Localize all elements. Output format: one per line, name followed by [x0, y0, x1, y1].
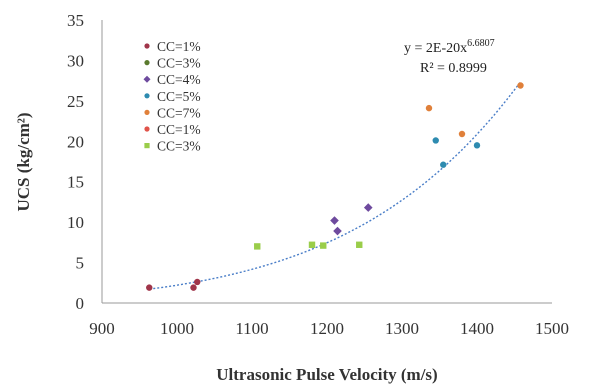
y-tick-label: 10 [67, 213, 84, 232]
x-axis-title: Ultrasonic Pulse Velocity (m/s) [216, 365, 437, 384]
y-tick-label: 25 [67, 92, 84, 111]
data-point [440, 161, 447, 168]
data-point [320, 242, 327, 249]
data-point [458, 130, 466, 138]
x-tick-label: 1500 [535, 319, 569, 338]
legend-label: CC=1% [157, 122, 201, 137]
data-point [432, 137, 439, 144]
data-points [146, 82, 524, 291]
y-tick-label: 15 [67, 173, 84, 192]
y-axis-title: UCS (kg/cm²) [14, 112, 33, 211]
data-point [425, 104, 433, 112]
x-tick-label: 1300 [385, 319, 419, 338]
legend-marker [144, 109, 150, 115]
data-point [473, 142, 481, 149]
equation-text: y = 2E-20x [404, 41, 467, 56]
data-point [356, 241, 363, 248]
x-tick-label: 1100 [235, 319, 268, 338]
data-point [190, 284, 197, 291]
legend-marker [144, 143, 150, 149]
y-tick-label: 5 [76, 254, 85, 273]
data-point [254, 243, 261, 250]
x-tick-label: 1200 [310, 319, 344, 338]
legend-marker [144, 60, 150, 66]
y-tick-label: 30 [67, 51, 84, 70]
equation-exponent: 6.6807 [467, 38, 495, 49]
legend-label: CC=1% [157, 39, 201, 54]
data-point [333, 226, 342, 236]
legend: CC=1%CC=3%CC=4%CC=5%CC=7%CC=1%CC=3% [143, 39, 201, 154]
y-tick-label: 0 [76, 294, 85, 313]
y-tick-labels: 0 5 10 15 20 25 30 35 [67, 11, 84, 313]
plot-area [101, 20, 552, 304]
legend-label: CC=4% [157, 72, 201, 87]
y-tick-label: 20 [67, 132, 84, 151]
data-point [363, 203, 373, 212]
trendline [149, 81, 522, 290]
legend-marker [144, 93, 150, 99]
legend-marker [143, 75, 151, 83]
x-tick-labels: 900 1000 1100 1200 1300 1400 1500 [89, 319, 569, 338]
legend-label: CC=3% [157, 139, 201, 154]
x-tick-label: 1000 [160, 319, 194, 338]
data-point [330, 216, 339, 225]
legend-label: CC=5% [157, 89, 201, 104]
data-point [308, 241, 316, 248]
data-point [517, 82, 524, 89]
y-tick-label: 35 [67, 11, 84, 30]
legend-marker [144, 126, 150, 132]
data-point [194, 278, 201, 286]
legend-label: CC=3% [157, 56, 201, 71]
legend-label: CC=7% [157, 105, 201, 120]
svg-text:y = 2E-20x6.6807: y = 2E-20x6.6807 [404, 38, 495, 56]
data-point [146, 284, 153, 291]
x-tick-label: 900 [89, 319, 115, 338]
legend-marker [144, 43, 150, 49]
trend-equation: y = 2E-20x6.6807 R² = 0.8999 [404, 38, 495, 76]
x-tick-label: 1400 [460, 319, 494, 338]
r-squared-text: R² = 0.8999 [420, 61, 487, 76]
